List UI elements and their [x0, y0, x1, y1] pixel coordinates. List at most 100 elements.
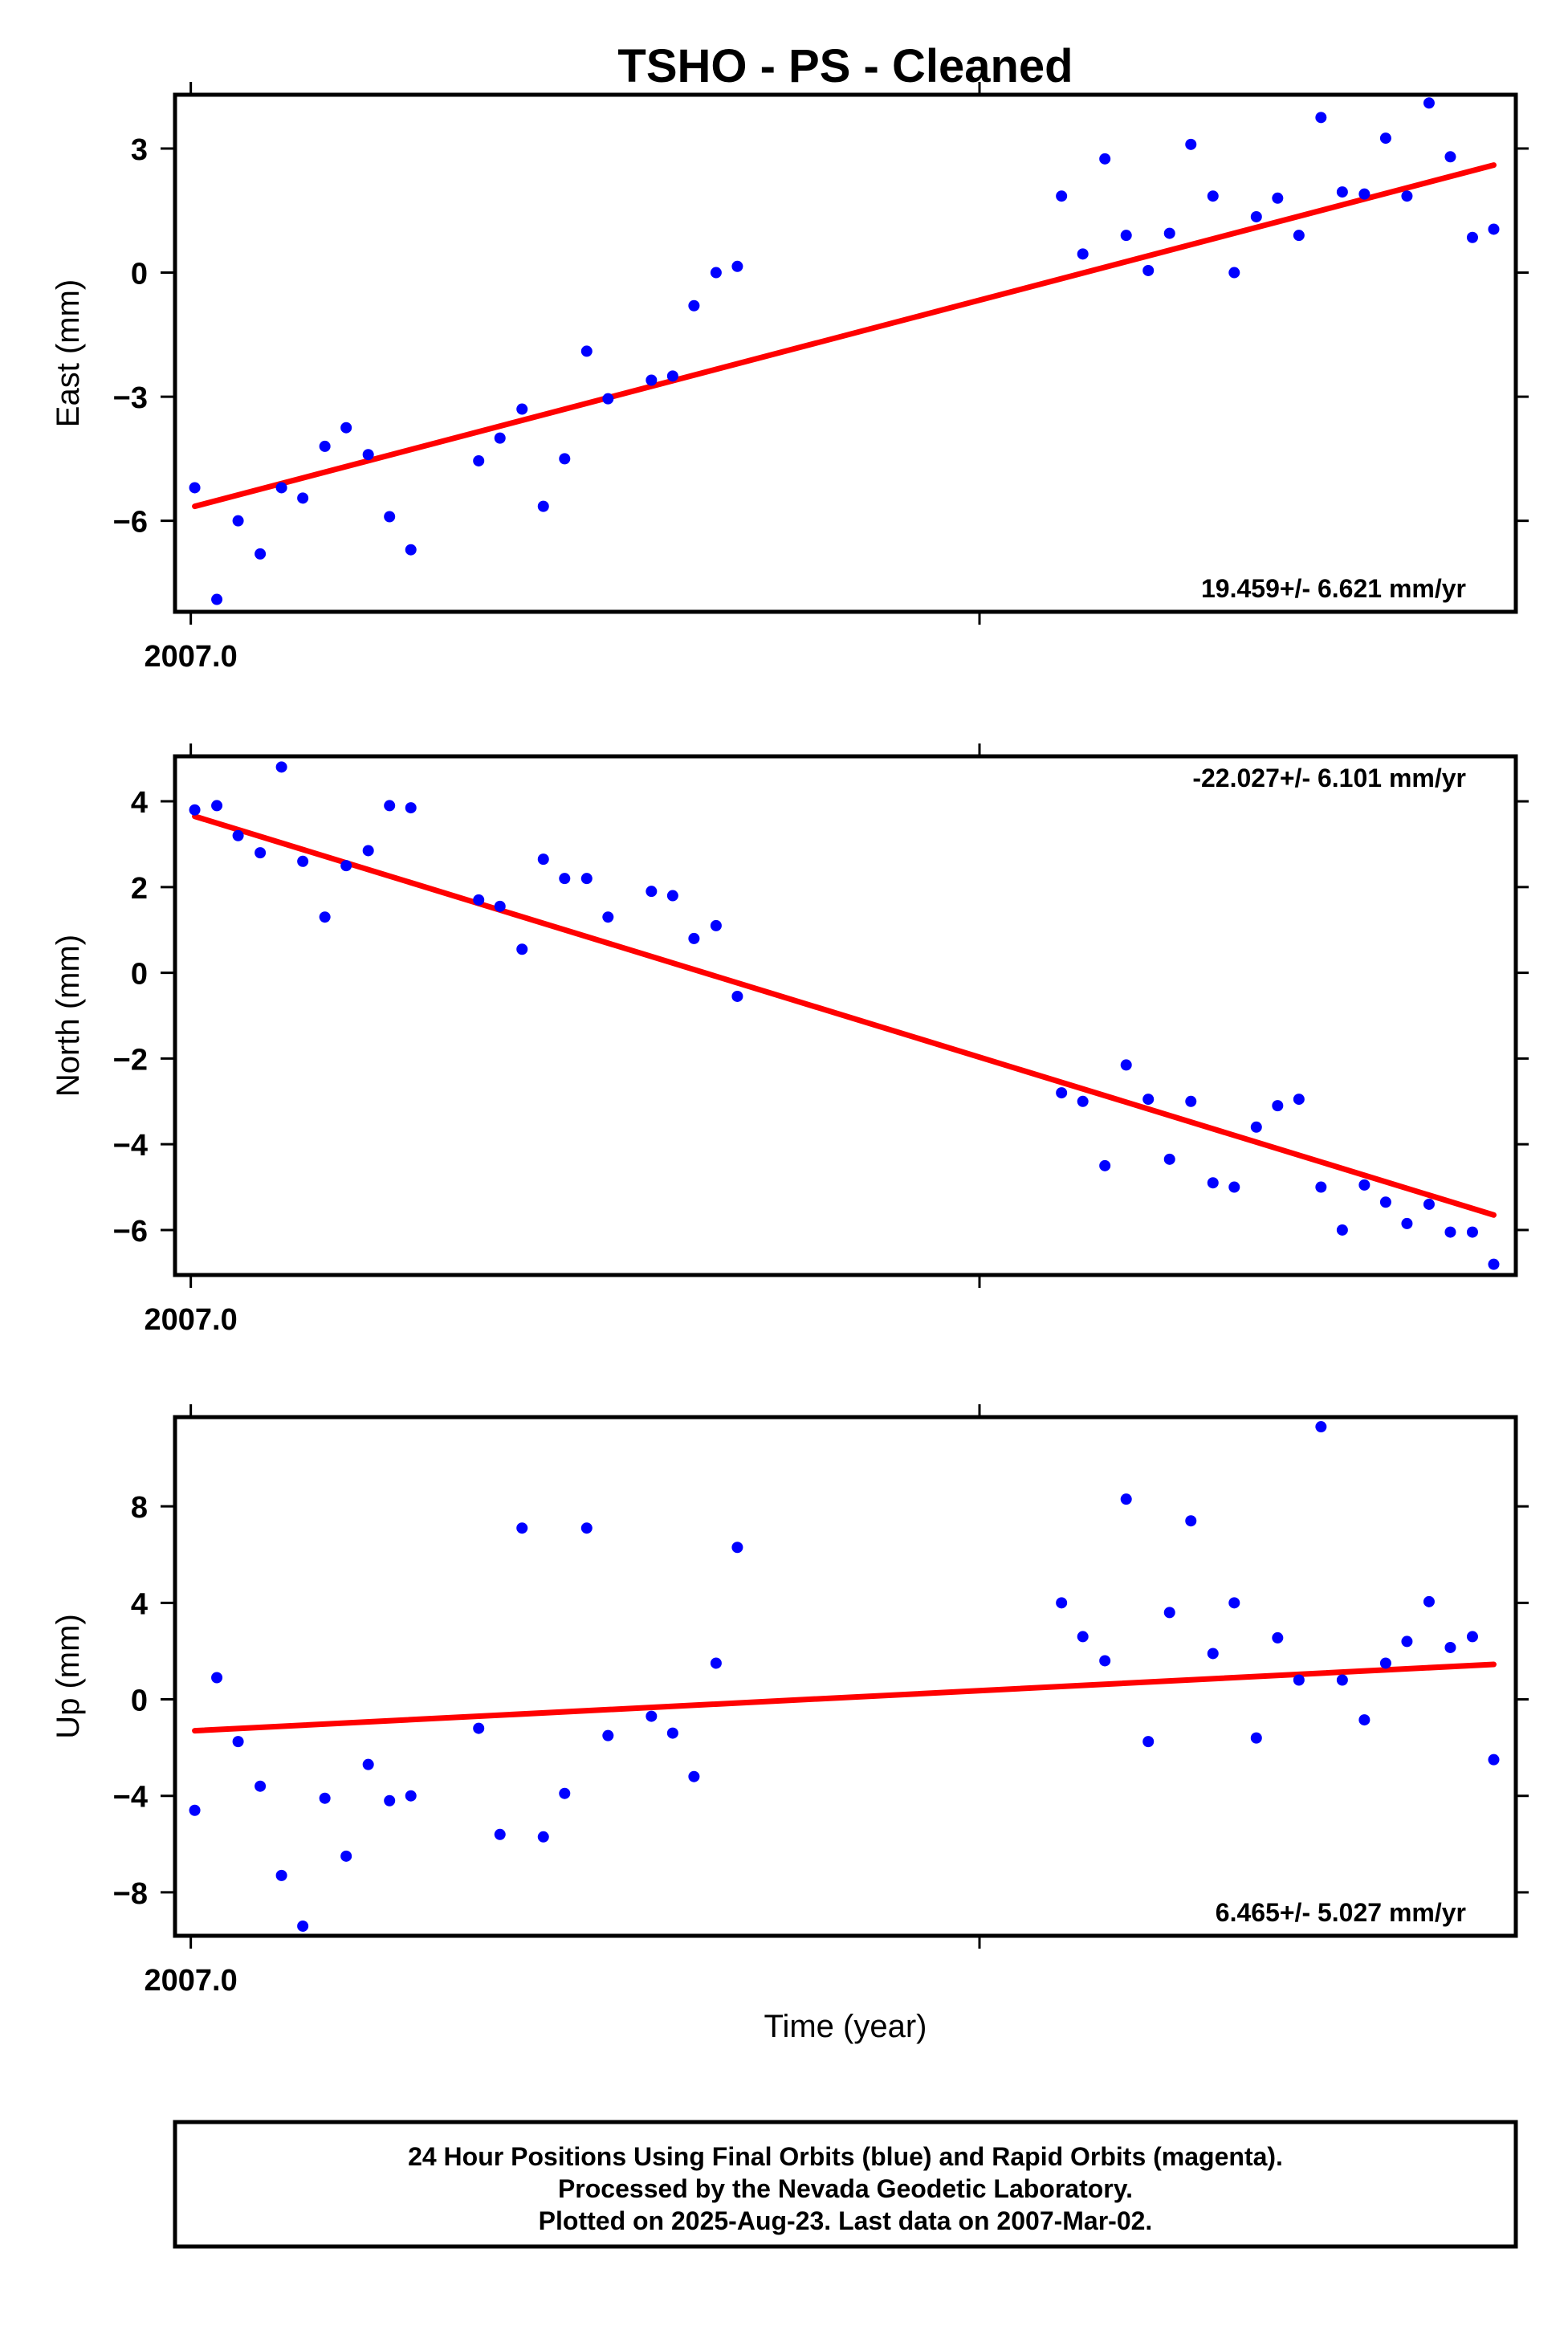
- east-data-point: [1336, 186, 1348, 198]
- east-rate-label: 19.459+/- 6.621 mm/yr: [1201, 574, 1466, 603]
- north-data-point: [1207, 1177, 1219, 1189]
- north-data-point: [1293, 1094, 1305, 1106]
- up-data-point: [405, 1790, 417, 1802]
- north-panel: 4 2 0 −2 −4 −6 North (mm) -22.027+/- 6.101 mm…: [51, 743, 1529, 1337]
- north-data-point: [1163, 1153, 1175, 1165]
- north-data-point: [666, 890, 678, 902]
- up-data-point: [1207, 1648, 1219, 1660]
- north-data-point: [1272, 1100, 1284, 1112]
- up-data-point: [1401, 1635, 1413, 1648]
- north-axis-label: North (mm): [51, 935, 86, 1097]
- up-data-point: [731, 1542, 743, 1554]
- up-data-point: [189, 1804, 201, 1816]
- east-data-point: [731, 260, 743, 272]
- footer-line-2: Processed by the Nevada Geodetic Laborat…: [558, 2174, 1133, 2203]
- east-data-point: [1444, 151, 1456, 163]
- up-data-point: [688, 1770, 700, 1782]
- up-axis-label: Up (mm): [51, 1614, 86, 1739]
- up-data-point: [255, 1780, 267, 1792]
- up-x-tick-label: 2007.0: [145, 1964, 238, 1998]
- east-data-point: [580, 345, 593, 357]
- north-data-point: [275, 761, 287, 773]
- up-data-point: [666, 1727, 678, 1739]
- up-trend-line: [192, 1661, 1497, 1734]
- east-data-point: [405, 544, 417, 556]
- footer-line-3: Plotted on 2025-Aug-23. Last data on 200…: [539, 2206, 1153, 2235]
- up-y-tick-label: −8: [113, 1877, 148, 1911]
- north-data-point: [1358, 1179, 1370, 1191]
- north-data-point: [1228, 1181, 1240, 1193]
- up-data-point: [275, 1869, 287, 1881]
- up-data-point: [1099, 1655, 1111, 1667]
- east-data-point: [646, 374, 658, 386]
- north-data-point: [731, 990, 743, 1002]
- up-data-point: [1358, 1714, 1370, 1726]
- up-data-point: [319, 1792, 331, 1804]
- east-data-point: [1185, 138, 1197, 150]
- east-data-point: [232, 515, 244, 527]
- east-data-point: [1142, 264, 1155, 276]
- north-data-point: [580, 873, 593, 885]
- east-data-point: [1272, 192, 1284, 204]
- up-data-point: [473, 1722, 485, 1734]
- up-data-point: [1488, 1754, 1500, 1766]
- up-data-point: [1293, 1674, 1305, 1686]
- north-data-point: [1077, 1095, 1089, 1107]
- up-frame: [173, 1415, 1518, 1938]
- up-data-point: [384, 1794, 396, 1807]
- east-data-point: [1423, 97, 1435, 109]
- north-data-point: [1185, 1095, 1197, 1107]
- north-data-point: [340, 860, 352, 872]
- east-x-tick-label: 2007.0: [145, 640, 238, 674]
- north-y-tick-label: 4: [131, 786, 148, 820]
- up-data-point: [362, 1758, 374, 1770]
- up-y-tick-label: 4: [131, 1587, 148, 1621]
- up-data-point: [1056, 1597, 1068, 1609]
- east-y-tick-label: −6: [113, 506, 148, 540]
- north-data-point: [1423, 1198, 1435, 1210]
- north-data-point: [516, 943, 528, 955]
- up-data-point: [1272, 1631, 1284, 1644]
- up-data-point: [559, 1787, 571, 1799]
- north-data-point: [710, 919, 722, 931]
- east-data-point: [1466, 231, 1478, 243]
- east-data-point: [384, 511, 396, 523]
- up-data-point: [1250, 1732, 1262, 1744]
- north-data-point: [559, 873, 571, 885]
- north-data-point: [1099, 1159, 1111, 1171]
- up-data-point: [1120, 1493, 1132, 1505]
- up-data-point: [1466, 1631, 1478, 1643]
- east-data-point: [1401, 190, 1413, 202]
- east-data-point: [1250, 210, 1262, 222]
- east-y-tick-label: −3: [113, 381, 148, 415]
- up-data-point: [1077, 1631, 1089, 1643]
- north-data-point: [189, 804, 201, 816]
- up-data-point: [1142, 1736, 1155, 1748]
- up-data-point: [537, 1831, 549, 1843]
- east-panel: 3 0 −3 −6 East (mm) 19.459+/- 6.621 mm/yr 2…: [51, 82, 1529, 674]
- east-data-point: [1488, 223, 1500, 235]
- up-panel: 8 4 0 −4 −8 Up (mm) 6.465+/- 5.027 mm/yr 200…: [51, 1404, 1529, 1998]
- north-data-point: [688, 932, 700, 944]
- east-data-point: [1358, 188, 1370, 200]
- up-data-point: [232, 1736, 244, 1748]
- north-data-point: [473, 894, 485, 906]
- up-data-point: [646, 1710, 658, 1722]
- north-data-point: [1315, 1181, 1327, 1193]
- up-y-tick-label: 8: [131, 1491, 148, 1525]
- north-data-point: [319, 911, 331, 923]
- north-y-tick-label: −2: [113, 1043, 148, 1077]
- north-y-tick-label: 0: [131, 958, 148, 992]
- north-data-point: [1336, 1224, 1348, 1236]
- north-data-point: [1056, 1087, 1068, 1099]
- east-data-point: [1099, 153, 1111, 165]
- north-data-point: [255, 847, 267, 859]
- north-data-point: [1444, 1226, 1456, 1238]
- north-data-point: [1250, 1121, 1262, 1133]
- east-data-point: [1163, 227, 1175, 239]
- east-data-point: [275, 482, 287, 494]
- up-data-point: [710, 1657, 722, 1669]
- east-data-point: [602, 393, 614, 405]
- up-data-point: [516, 1522, 528, 1534]
- east-data-point: [559, 453, 571, 465]
